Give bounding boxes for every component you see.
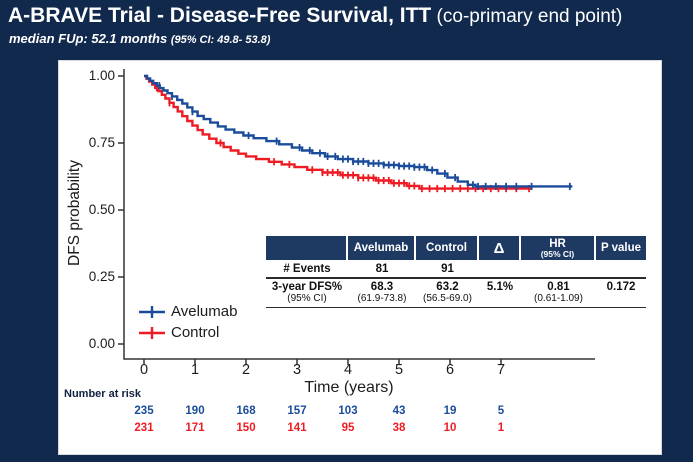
risk-avelumab-y7: 5	[497, 405, 505, 417]
dfs-delta: 5.1%	[486, 281, 514, 293]
y-tick-label: 0.75	[88, 135, 115, 150]
events-row-label: # Events	[283, 263, 331, 275]
dfs-control: 63.2 (56.5-69.0)	[423, 281, 472, 304]
risk-control-y3: 141	[287, 422, 307, 434]
x-tick-label: 0	[139, 362, 149, 378]
risk-avelumab-y6: 19	[443, 405, 457, 417]
x-tick-label: 1	[190, 362, 200, 378]
risk-control-y4: 95	[341, 422, 355, 434]
stats-table-divider	[266, 277, 646, 279]
legend-item-control: Control	[139, 322, 237, 343]
events-control: 91	[441, 263, 454, 275]
dfs-avelumab: 68.3 (61.9-73.8)	[357, 281, 407, 304]
stats-header-hr: HR (95% CI)	[521, 236, 596, 260]
x-axis-title: Time (years)	[304, 379, 394, 396]
x-tick-label: 4	[343, 362, 353, 378]
page-subtitle: median FUp: 52.1 months (95% CI: 49.8- 5…	[9, 30, 270, 48]
y-tick-label: 0.25	[88, 269, 115, 284]
dfs-row-label: 3-year DFS% (95% CI)	[271, 281, 343, 304]
risk-control-y7: 1	[497, 422, 505, 434]
stats-header-empty	[266, 236, 348, 260]
y-tick-label: 1.00	[88, 68, 115, 83]
km-plot-svg	[118, 69, 595, 365]
stats-header-hr-sub: (95% CI)	[540, 249, 575, 259]
subtitle-median-fup: median FUp: 52.1 months	[9, 31, 171, 46]
events-pvalue	[596, 260, 646, 277]
dfs-hr: 0.81 (0.61-1.09)	[534, 281, 583, 304]
events-hr	[521, 260, 596, 277]
legend-item-avelumab: Avelumab	[139, 301, 237, 322]
avelumab-plus-marker-icon	[139, 305, 165, 318]
legend: Avelumab Control	[139, 301, 237, 343]
risk-avelumab-y2: 168	[236, 405, 256, 417]
avelumab-curve	[144, 74, 573, 188]
risk-control-y2: 150	[236, 422, 256, 434]
subtitle-ci: (95% CI: 49.8- 53.8)	[170, 34, 271, 46]
risk-avelumab-y4: 103	[338, 405, 358, 417]
stats-header-avelumab: Avelumab	[348, 236, 416, 260]
risk-avelumab-y1: 190	[185, 405, 205, 417]
y-axis-title: DFS probability	[66, 160, 83, 266]
stats-table: Avelumab Control Δ HR (95% CI) P value #…	[266, 236, 646, 308]
km-chart-panel: 1.00 0.75 0.50 0.25 0.00 0 1 2 3 4 5 6 7…	[58, 60, 662, 455]
stats-header-hr-main: HR	[549, 238, 566, 250]
stats-table-bottom-border	[266, 307, 646, 308]
risk-avelumab-y3: 157	[287, 405, 307, 417]
legend-label-avelumab: Avelumab	[171, 303, 238, 320]
x-tick-label: 2	[241, 362, 251, 378]
x-tick-label: 5	[394, 362, 404, 378]
axis-lines	[123, 69, 595, 360]
control-curve	[144, 74, 532, 190]
events-delta	[479, 260, 521, 277]
control-plus-marker-icon	[139, 326, 165, 339]
y-tick-label: 0.00	[88, 336, 115, 351]
risk-control-y1: 171	[185, 422, 205, 434]
risk-avelumab-y0: 235	[134, 405, 154, 417]
y-tick-label: 0.50	[88, 202, 115, 217]
x-tick-label: 3	[292, 362, 302, 378]
risk-control-y6: 10	[443, 422, 457, 434]
risk-control-y0: 231	[134, 422, 154, 434]
x-tick-label: 6	[445, 362, 455, 378]
legend-label-control: Control	[171, 324, 220, 341]
dfs-pvalue: 0.172	[606, 281, 636, 293]
page-title-main: A-BRAVE Trial - Disease-Free Survival, I…	[8, 4, 432, 27]
events-avelumab: 81	[375, 263, 389, 275]
risk-control-y5: 38	[392, 422, 406, 434]
stats-header-delta: Δ	[479, 236, 521, 260]
risk-avelumab-y5: 43	[392, 405, 406, 417]
x-tick-label: 7	[496, 362, 506, 378]
stats-header-control: Control	[416, 236, 479, 260]
number-at-risk-label: Number at risk	[64, 388, 142, 400]
stats-header-pvalue: P value	[596, 236, 646, 260]
page-title-suffix: (co-primary end point)	[431, 6, 623, 27]
page-title: A-BRAVE Trial - Disease-Free Survival, I…	[8, 4, 622, 28]
